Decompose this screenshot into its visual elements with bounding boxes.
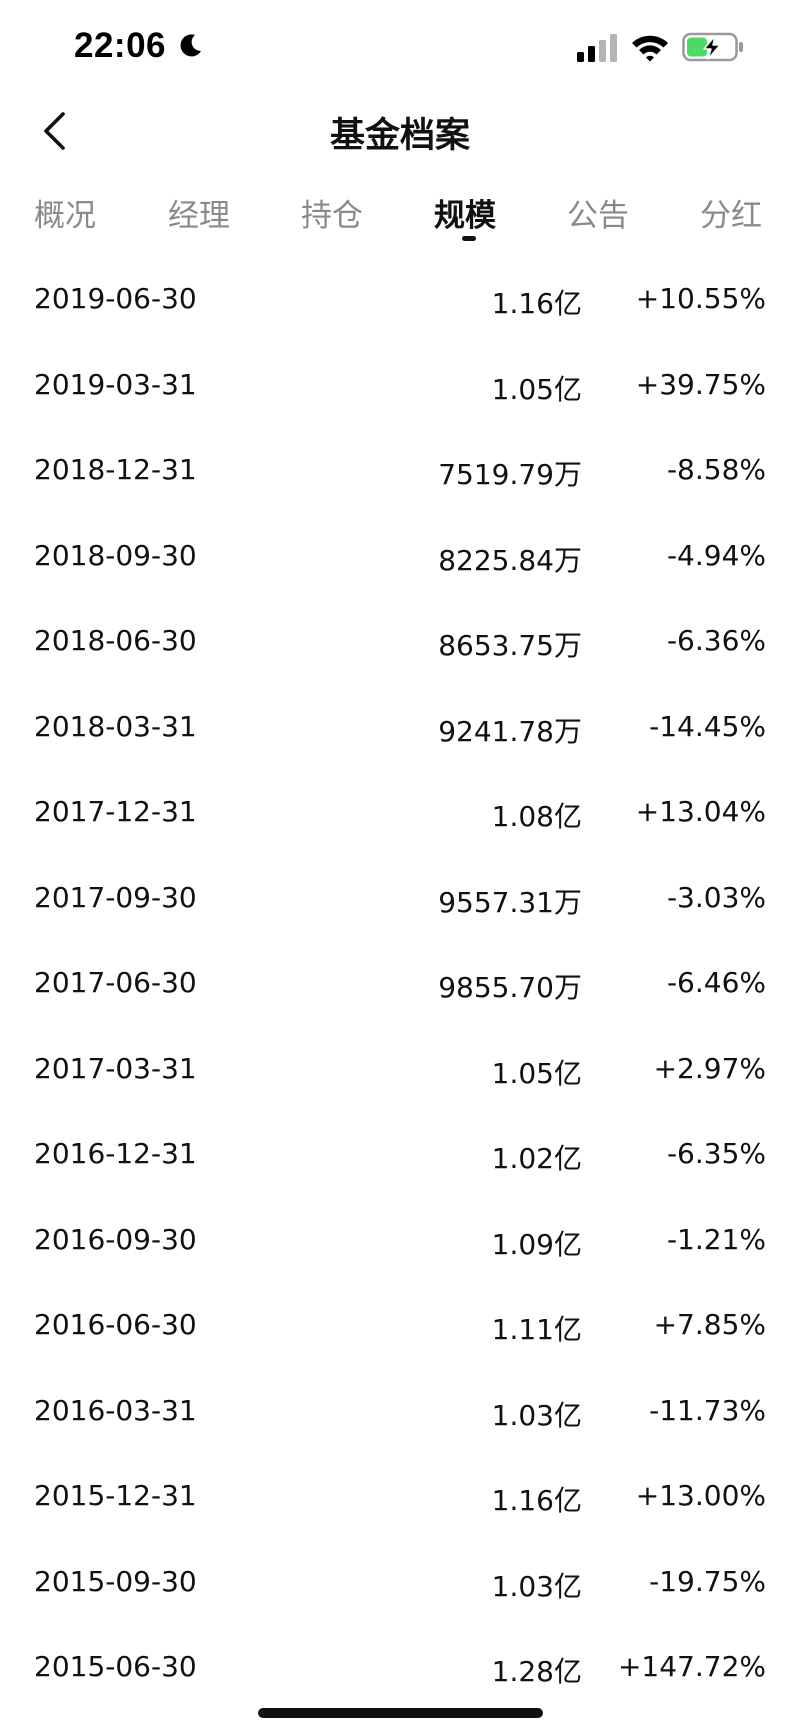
- row-size: 1.28亿: [491, 1655, 582, 1688]
- row-size: 7519.79万: [438, 458, 582, 491]
- table-row: 2017-06-30 9855.70万 -6.46%: [0, 940, 800, 1026]
- tab-scale[interactable]: 规模: [434, 198, 496, 234]
- row-size: 1.05亿: [491, 372, 582, 406]
- row-date: 2016-03-31: [34, 1393, 197, 1427]
- row-date: 2017-06-30: [34, 966, 197, 999]
- row-change: -14.45%: [649, 709, 766, 743]
- table-row: 2015-06-30 1.28亿 +147.72%: [0, 1624, 800, 1710]
- row-date: 2019-03-31: [34, 367, 197, 401]
- table-row: 2016-06-30 1.11亿 +7.85%: [0, 1282, 800, 1368]
- row-date: 2018-09-30: [34, 538, 197, 572]
- tab-manager[interactable]: 经理: [168, 198, 230, 234]
- row-change: +2.97%: [653, 1051, 766, 1085]
- row-change: +13.04%: [635, 795, 766, 828]
- row-size: 9241.78万: [438, 714, 582, 748]
- row-date: 2016-12-31: [34, 1137, 197, 1170]
- table-row: 2018-03-31 9241.78万 -14.45%: [0, 684, 800, 770]
- row-change: -3.03%: [666, 880, 766, 914]
- row-size: 1.09亿: [491, 1227, 582, 1261]
- row-size: 9557.31万: [438, 885, 582, 919]
- scale-list: 2019-06-30 1.16亿 +10.55% 2019-03-31 1.05…: [0, 256, 800, 1710]
- row-date: 2018-12-31: [34, 453, 197, 486]
- row-size: 9855.70万: [438, 971, 582, 1004]
- table-row: 2017-12-31 1.08亿 +13.04%: [0, 769, 800, 855]
- table-row: 2015-12-31 1.16亿 +13.00%: [0, 1453, 800, 1539]
- table-row: 2017-09-30 9557.31万 -3.03%: [0, 855, 800, 941]
- row-size: 8225.84万: [438, 543, 582, 577]
- row-change: +7.85%: [653, 1308, 766, 1341]
- table-row: 2017-03-31 1.05亿 +2.97%: [0, 1026, 800, 1112]
- row-change: -6.35%: [666, 1137, 766, 1170]
- status-time: 22:06: [74, 26, 204, 66]
- back-button[interactable]: [30, 105, 78, 157]
- row-date: 2015-12-31: [34, 1479, 197, 1512]
- page-title: 基金档案: [329, 116, 470, 156]
- table-row: 2019-03-31 1.05亿 +39.75%: [0, 342, 800, 428]
- table-row: 2018-12-31 7519.79万 -8.58%: [0, 427, 800, 513]
- row-date: 2018-06-30: [34, 624, 197, 657]
- row-size: 1.03亿: [491, 1398, 582, 1432]
- row-change: -11.73%: [649, 1393, 766, 1427]
- row-change: +10.55%: [635, 282, 766, 315]
- row-change: -4.94%: [666, 538, 766, 572]
- row-date: 2016-06-30: [34, 1308, 197, 1341]
- table-row: 2015-09-30 1.03亿 -19.75%: [0, 1539, 800, 1625]
- row-date: 2019-06-30: [34, 282, 197, 315]
- wifi-icon: [632, 35, 668, 62]
- row-size: 1.16亿: [491, 287, 582, 320]
- tab-holdings[interactable]: 持仓: [301, 198, 363, 234]
- row-date: 2017-12-31: [34, 795, 197, 828]
- table-row: 2016-03-31 1.03亿 -11.73%: [0, 1368, 800, 1454]
- row-change: +147.72%: [617, 1650, 766, 1683]
- row-size: 8653.75万: [438, 629, 582, 662]
- row-change: -8.58%: [666, 453, 766, 486]
- row-date: 2017-03-31: [34, 1051, 197, 1085]
- row-size: 1.11亿: [491, 1313, 582, 1346]
- row-change: +39.75%: [635, 367, 766, 401]
- row-size: 1.08亿: [491, 800, 582, 833]
- row-size: 1.05亿: [491, 1056, 582, 1090]
- tab-overview[interactable]: 概况: [34, 198, 96, 234]
- status-bar: 22:06: [0, 0, 800, 95]
- row-date: 2016-09-30: [34, 1222, 197, 1256]
- row-date: 2015-06-30: [34, 1650, 197, 1683]
- nav-bar: 基金档案: [0, 95, 800, 165]
- tab-announcements[interactable]: 公告: [567, 198, 629, 234]
- table-row: 2016-09-30 1.09亿 -1.21%: [0, 1197, 800, 1283]
- home-indicator[interactable]: [258, 1708, 543, 1718]
- row-change: -19.75%: [649, 1564, 766, 1598]
- table-row: 2018-09-30 8225.84万 -4.94%: [0, 513, 800, 599]
- signal-icon: [577, 34, 617, 62]
- table-row: 2016-12-31 1.02亿 -6.35%: [0, 1111, 800, 1197]
- status-time-text: 22:06: [74, 26, 167, 65]
- row-size: 1.02亿: [491, 1142, 582, 1175]
- table-row: 2019-06-30 1.16亿 +10.55%: [0, 256, 800, 342]
- tab-dividends[interactable]: 分红: [700, 198, 762, 234]
- row-date: 2017-09-30: [34, 880, 197, 914]
- row-change: +13.00%: [635, 1479, 766, 1512]
- row-change: -6.46%: [666, 966, 766, 999]
- row-size: 1.16亿: [491, 1484, 582, 1517]
- moon-icon: [180, 34, 202, 57]
- row-date: 2018-03-31: [34, 709, 197, 743]
- tab-bar: 概况 经理 持仓 规模 公告 分红: [0, 190, 800, 250]
- chevron-left-icon: [44, 112, 65, 150]
- row-date: 2015-09-30: [34, 1564, 197, 1598]
- row-change: -6.36%: [666, 624, 766, 657]
- battery-charging-icon: [682, 32, 743, 62]
- row-size: 1.03亿: [491, 1569, 582, 1603]
- active-tab-indicator: [462, 236, 476, 241]
- table-row: 2018-06-30 8653.75万 -6.36%: [0, 598, 800, 684]
- row-change: -1.21%: [666, 1222, 766, 1256]
